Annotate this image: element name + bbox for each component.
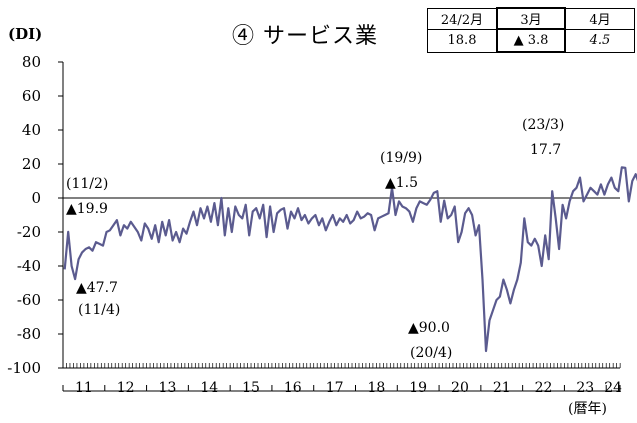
x-tick-label: 21 <box>493 380 511 396</box>
annotation-value: 17.7 <box>530 142 562 158</box>
y-tick-label: 20 <box>22 155 41 173</box>
table-value-mar: ▲ 3.8 <box>496 28 566 53</box>
annotation-label: (11/2) <box>66 176 109 192</box>
y-unit-label: (DI) <box>8 25 43 43</box>
x-tick-label: 19 <box>409 380 427 396</box>
table-header-apr: 4月 <box>564 7 635 30</box>
y-tick-label: 0 <box>31 189 41 207</box>
x-tick-label: 23 <box>576 380 594 396</box>
x-tick-label: 11 <box>75 380 93 396</box>
annotation-value: ▲47.7 <box>76 280 118 296</box>
labels-layer: 80 60 40 20 0 -20 -40 -60 -80 -100 11 12 13 14 15 16 17 1… <box>7 53 622 396</box>
x-tick-label: 15 <box>242 380 260 396</box>
x-tick-label: 16 <box>284 380 302 396</box>
x-tick-label: 12 <box>117 380 135 396</box>
table-header-mar: 3月 <box>496 7 566 30</box>
annotation-value: ▲19.9 <box>66 201 108 217</box>
chart-title: ④ サービス業 <box>232 24 378 49</box>
annotation-value: ▲1.5 <box>385 175 419 191</box>
axes-layer <box>58 61 621 392</box>
y-tick-label: 80 <box>22 53 41 71</box>
x-axis-label: (暦年) <box>568 401 607 417</box>
data-series-line <box>63 166 637 353</box>
annotation-label: (20/4) <box>410 345 453 361</box>
table-header-feb: 24/2月 <box>427 7 498 30</box>
annotation-label: (23/3) <box>522 117 565 133</box>
recent-values-table: 24/2月 3月 4月 18.8 ▲ 3.8 4.5 <box>427 7 635 53</box>
x-tick-label: 13 <box>159 380 177 396</box>
annotation-value: ▲90.0 <box>408 320 450 336</box>
x-tick-label: 20 <box>451 380 469 396</box>
x-tick-label: 24 <box>604 380 622 396</box>
annotation-label: (19/9) <box>380 150 423 166</box>
x-tick-label: 18 <box>367 380 385 396</box>
plot-layer <box>63 166 637 353</box>
x-tick-label: 14 <box>200 380 218 396</box>
table-value-apr: 4.5 <box>564 28 635 53</box>
y-tick-label: -100 <box>7 359 41 377</box>
y-tick-label: -40 <box>17 257 41 275</box>
x-tick-label: 17 <box>326 380 344 396</box>
y-tick-label: -60 <box>17 291 41 309</box>
y-tick-label: -20 <box>17 223 41 241</box>
table-value-feb: 18.8 <box>427 28 498 53</box>
annotation-label: (11/4) <box>78 302 121 318</box>
x-tick-label: 22 <box>535 380 553 396</box>
y-tick-label: -80 <box>17 325 41 343</box>
y-tick-label: 60 <box>22 87 41 105</box>
y-tick-label: 40 <box>22 121 41 139</box>
